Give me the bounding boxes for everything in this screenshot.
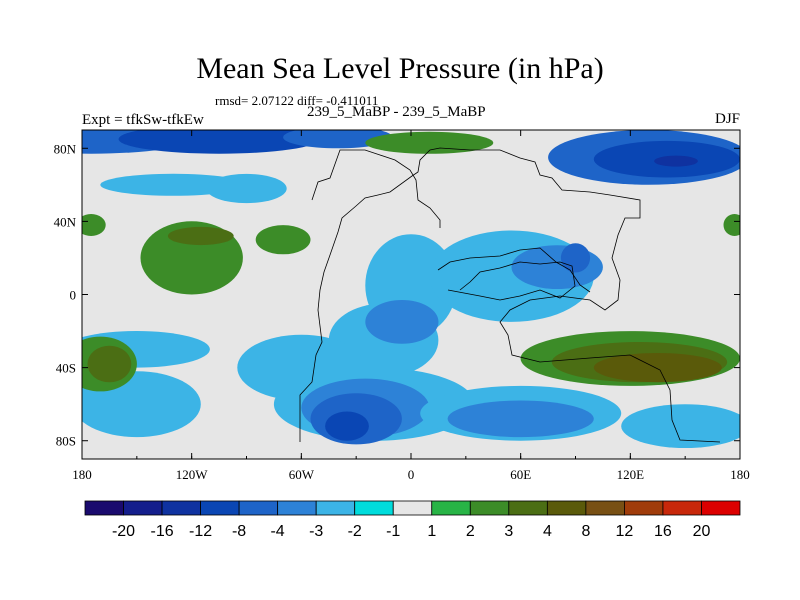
colorbar-label: -12 [189, 523, 212, 540]
season-label: DJF [714, 111, 740, 127]
pressure-region [654, 155, 698, 167]
pressure-region [560, 243, 591, 273]
colorbar-swatch [392, 500, 433, 516]
colorbar-swatch [84, 500, 124, 516]
coastline-interior [437, 247, 591, 293]
colorbar-label: 1 [427, 523, 436, 540]
pressure-region [365, 300, 439, 344]
coastline-interior-2 [447, 261, 576, 301]
colorbar-swatch [701, 500, 741, 516]
colorbar-label: -4 [270, 523, 284, 540]
pressure-region [723, 214, 740, 236]
colorbar-label: -16 [151, 523, 174, 540]
colorbar-swatch [469, 500, 510, 516]
x-tick-label: 120W [176, 467, 209, 482]
colorbar-swatch [315, 500, 356, 516]
coastline-americas [299, 147, 721, 443]
experiment-label: Expt = tfkSw-tfkEw [82, 112, 204, 128]
colorbar-label: -1 [386, 523, 400, 540]
colorbar-swatch [277, 500, 317, 516]
x-tick-label: 0 [408, 467, 415, 482]
x-tick-label: 180 [730, 467, 750, 482]
colorbar-label: 8 [581, 523, 590, 540]
colorbar-swatch [238, 500, 279, 516]
colorbar: -20 -16 -12 -8 -4 -3 -2 -1 1 2 3 4 8 12 16 20 [84, 500, 741, 540]
pressure-region [447, 400, 594, 438]
stats-line: rmsd= 2.07122 diff= -0.411011 [215, 93, 379, 108]
runs-label: 239_5_MaBP - 239_5_MaBP [307, 104, 486, 120]
pressure-region [511, 245, 603, 289]
colorbar-label: -3 [309, 523, 323, 540]
colorbar-swatch [585, 500, 625, 516]
y-axis: 80N 40N 0 40S 80S [54, 141, 740, 449]
chart-title: Mean Sea Level Pressure (in hPa) [196, 52, 604, 85]
colorbar-swatch [200, 500, 240, 516]
pressure-region [87, 345, 132, 383]
colorbar-label: 2 [466, 523, 475, 540]
pressure-region [255, 225, 311, 255]
pressure-region [167, 226, 234, 246]
coastline-north [311, 149, 441, 228]
y-tick-label: 80S [56, 434, 76, 449]
pressure-region [82, 214, 106, 236]
colorbar-swatch [508, 500, 548, 516]
pressure-region [325, 411, 369, 441]
colorbar-label: 12 [616, 523, 634, 540]
x-tick-label: 180 [72, 467, 92, 482]
pressure-regions [82, 130, 740, 448]
colorbar-swatch [546, 500, 587, 516]
x-tick-label: 60W [289, 467, 315, 482]
pressure-region [283, 130, 393, 149]
y-tick-label: 40N [54, 214, 77, 229]
colorbar-swatch [624, 500, 664, 516]
pressure-region [118, 130, 320, 154]
colorbar-swatch [123, 500, 163, 516]
colorbar-label: -8 [232, 523, 246, 540]
colorbar-label: 3 [504, 523, 513, 540]
pressure-region [593, 353, 722, 383]
coastline [299, 147, 721, 443]
map-area [81, 129, 741, 460]
x-tick-label: 60E [510, 467, 531, 482]
pressure-region [365, 131, 494, 154]
x-tick-label: 120E [617, 467, 645, 482]
colorbar-label: 16 [654, 523, 672, 540]
colorbar-swatch [354, 500, 394, 516]
x-axis: 180 120W 60W 0 60E 120E 180 [72, 130, 750, 482]
colorbar-label: 4 [543, 523, 552, 540]
colorbar-label: -20 [112, 523, 135, 540]
colorbar-swatch [431, 500, 471, 516]
colorbar-label: -2 [348, 523, 362, 540]
y-tick-label: 40S [56, 361, 76, 376]
y-tick-label: 0 [70, 288, 77, 303]
colorbar-swatch [161, 500, 201, 516]
pressure-region [206, 173, 287, 204]
colorbar-label: 20 [693, 523, 711, 540]
colorbar-swatch [662, 500, 702, 516]
y-tick-label: 80N [54, 141, 77, 156]
pressure-region [621, 404, 740, 448]
